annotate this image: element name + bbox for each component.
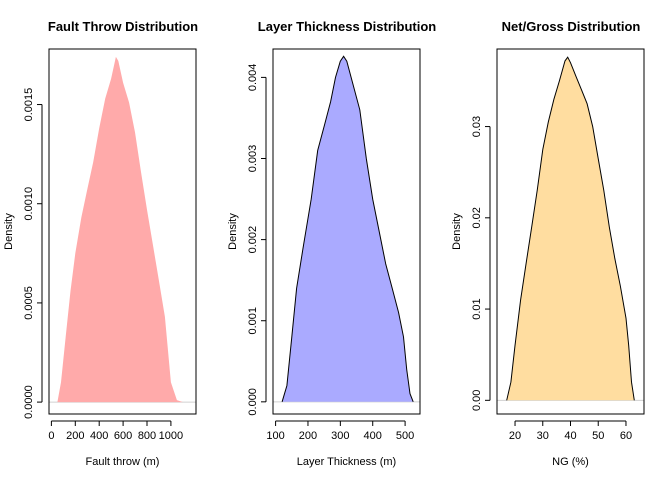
y-tick-label: 0.002 [247, 226, 259, 254]
x-tick-label: 400 [364, 430, 382, 442]
x-tick-label: 30 [537, 430, 549, 442]
y-tick-label: 0.03 [471, 116, 483, 137]
chart-panel-1: Fault Throw Distribution 0 200 400 600 800 100… [3, 19, 198, 468]
y-tick-label: 0.02 [471, 207, 483, 228]
y-axis-label: Density [227, 213, 239, 250]
density-area [506, 57, 635, 401]
plot-frame [48, 48, 197, 415]
y-axis-label: Density [451, 213, 463, 250]
density-area [57, 56, 183, 403]
chart-panel-2: Layer Thickness Distribution 100 200 300 400… [227, 19, 436, 468]
y-tick-label: 0.003 [247, 145, 259, 173]
x-tick-label: 300 [331, 430, 349, 442]
chart-panel-3: Net/Gross Distribution 20 30 40 50 60 NG (%) 0.… [451, 19, 645, 468]
y-tick-label: 0.000 [247, 388, 259, 416]
density-line [281, 55, 414, 402]
y-tick-label: 0.0005 [23, 286, 35, 320]
x-tick-label: 200 [299, 430, 317, 442]
x-tick-label: 0 [48, 430, 54, 442]
density-line [506, 56, 635, 401]
y-tick-label: 0.01 [471, 298, 483, 319]
y-tick-label: 0.0000 [23, 385, 35, 419]
plot-frame [272, 48, 421, 415]
y-tick-label: 0.00 [471, 390, 483, 411]
x-axis-label: NG (%) [552, 456, 589, 468]
chart-title: Net/Gross Distribution [502, 19, 641, 34]
chart-title: Layer Thickness Distribution [258, 19, 436, 34]
x-tick-label: 20 [509, 430, 521, 442]
x-tick-label: 1000 [159, 430, 183, 442]
y-axis-label: Density [3, 213, 15, 250]
x-tick-label: 500 [396, 430, 414, 442]
x-tick-label: 100 [266, 430, 284, 442]
y-tick-label: 0.0010 [23, 187, 35, 221]
x-tick-label: 50 [592, 430, 604, 442]
y-tick-label: 0.004 [247, 64, 259, 92]
plot-frame [496, 48, 645, 415]
x-tick-label: 40 [564, 430, 576, 442]
x-tick-label: 600 [114, 430, 132, 442]
density-area [282, 56, 414, 402]
chart-title: Fault Throw Distribution [48, 19, 198, 34]
x-tick-label: 800 [138, 430, 156, 442]
x-axis-label: Layer Thickness (m) [297, 456, 396, 468]
x-tick-label: 60 [620, 430, 632, 442]
x-tick-label: 200 [66, 430, 84, 442]
x-tick-label: 400 [90, 430, 108, 442]
y-tick-label: 0.0015 [23, 88, 35, 122]
x-axis-label: Fault throw (m) [86, 456, 160, 468]
y-tick-label: 0.001 [247, 307, 259, 335]
